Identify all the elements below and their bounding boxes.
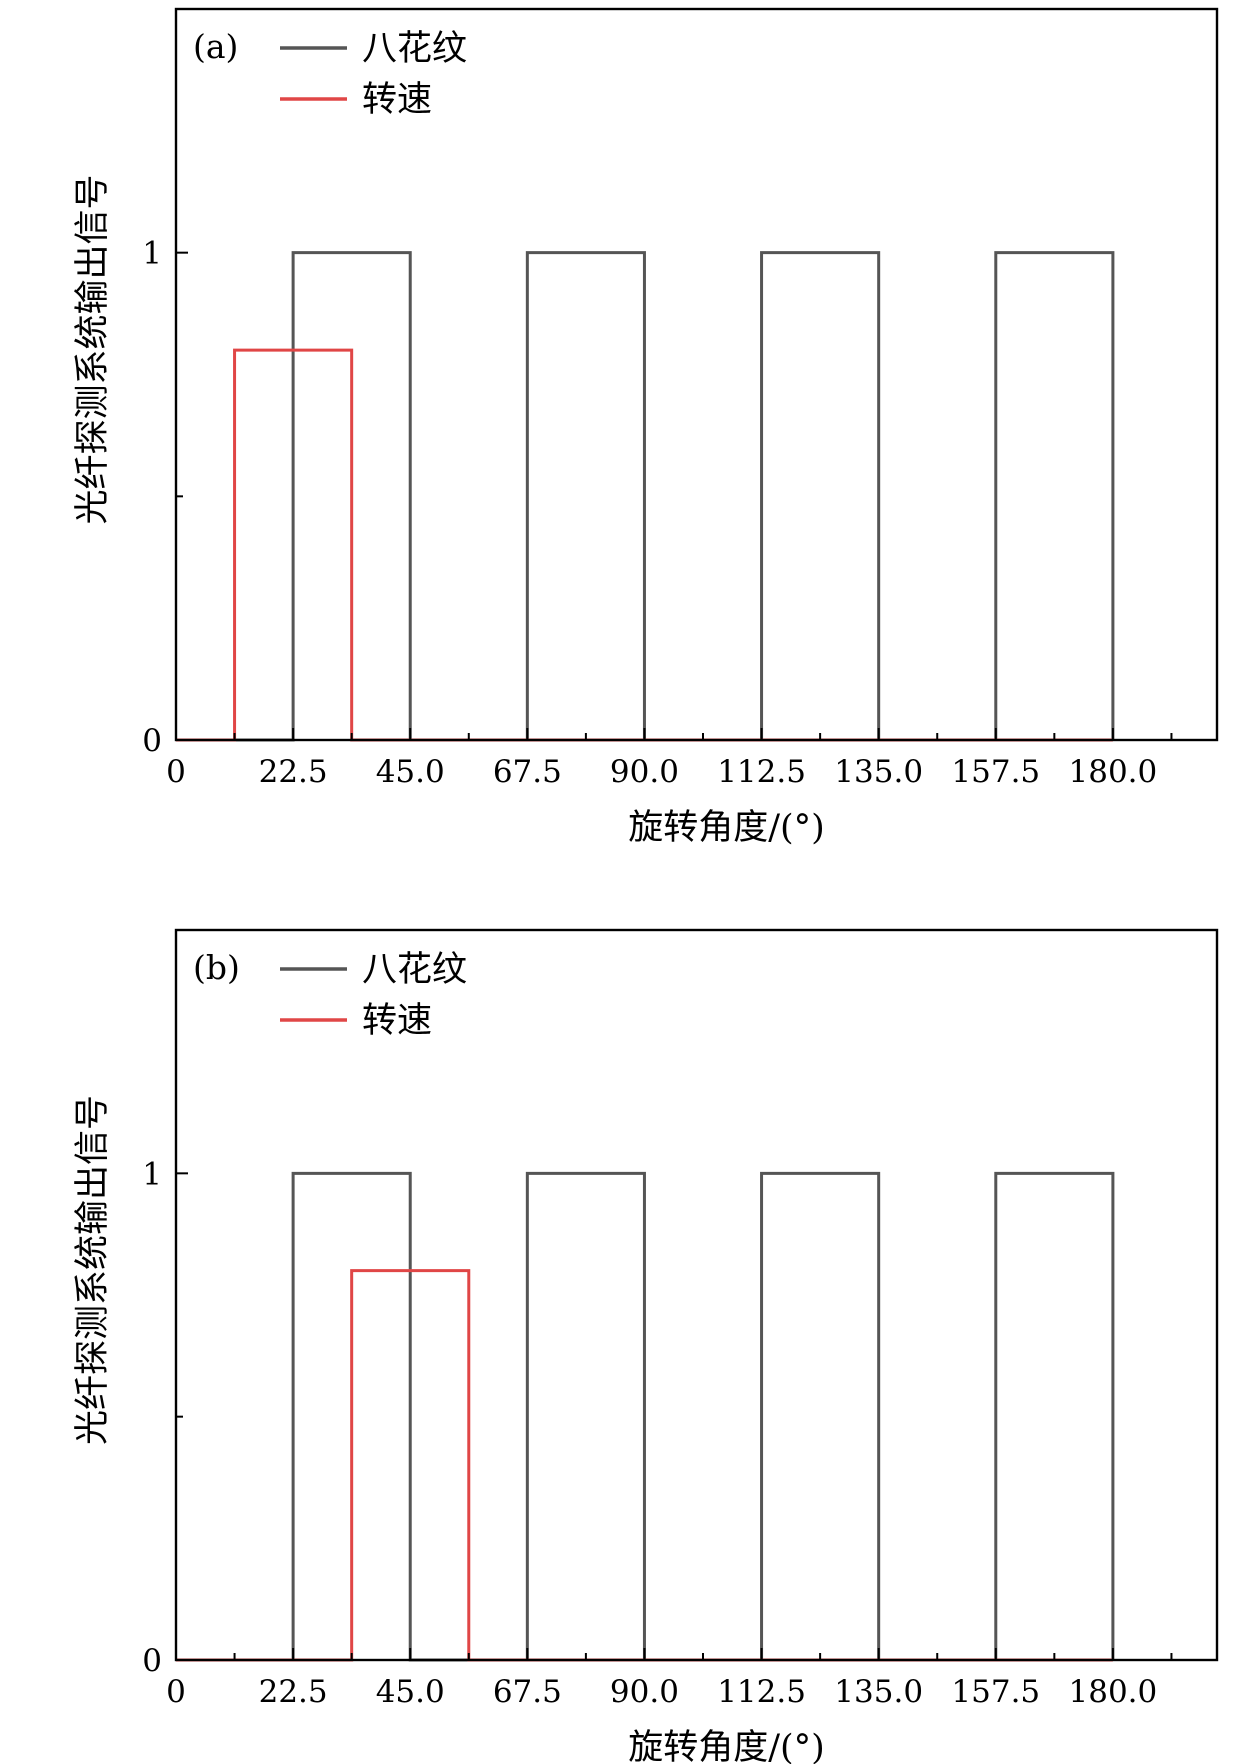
y-axis-label: 光纤探测系统输出信号 bbox=[73, 174, 113, 524]
x-tick-label: 0 bbox=[166, 1674, 186, 1710]
legend-label: 转速 bbox=[362, 80, 432, 120]
x-tick-label: 112.5 bbox=[717, 754, 806, 790]
y-tick-label: 0 bbox=[142, 1643, 162, 1679]
x-tick-label: 135.0 bbox=[834, 754, 923, 790]
x-tick-label: 45.0 bbox=[376, 754, 445, 790]
y-tick-label: 0 bbox=[142, 723, 162, 759]
x-tick-label: 0 bbox=[166, 754, 186, 790]
series-line-pattern bbox=[176, 1171, 1115, 1662]
panel-label: (a) bbox=[193, 27, 238, 66]
x-tick-label: 157.5 bbox=[951, 1674, 1040, 1710]
x-tick-label: 112.5 bbox=[717, 1674, 806, 1710]
x-tick-label: 67.5 bbox=[493, 1674, 562, 1710]
x-tick-label: 157.5 bbox=[951, 754, 1040, 790]
x-axis-label: 旋转角度/(°) bbox=[628, 808, 825, 848]
chart-panel-a: 0 22.5 45.0 67.5 90.0 112.5 135.0 157.5 180.0 0 1 旋… bbox=[73, 7, 1219, 848]
y-tick-label: 1 bbox=[142, 236, 162, 272]
y-axis-label: 光纤探测系统输出信号 bbox=[73, 1095, 113, 1445]
plot-frame bbox=[174, 7, 1219, 742]
x-tick-label: 135.0 bbox=[834, 1674, 923, 1710]
x-tick-label: 22.5 bbox=[259, 754, 328, 790]
x-tick-label: 90.0 bbox=[610, 1674, 679, 1710]
legend-label: 转速 bbox=[362, 1001, 432, 1041]
legend-label: 八花纹 bbox=[362, 950, 467, 990]
x-tick-label: 45.0 bbox=[376, 1674, 445, 1710]
legend-label: 八花纹 bbox=[362, 29, 467, 69]
y-tick-label: 1 bbox=[142, 1156, 162, 1192]
series-line-pattern bbox=[176, 251, 1115, 742]
x-tick-label: 67.5 bbox=[493, 754, 562, 790]
x-tick-label: 90.0 bbox=[610, 754, 679, 790]
x-tick-label: 180.0 bbox=[1069, 754, 1158, 790]
plot-frame bbox=[174, 928, 1219, 1662]
x-axis-label: 旋转角度/(°) bbox=[628, 1728, 825, 1764]
chart-panel-b: 0 22.5 45.0 67.5 90.0 112.5 135.0 157.5 180.0 0 1 旋… bbox=[73, 928, 1219, 1764]
x-tick-label: 22.5 bbox=[259, 1674, 328, 1710]
x-tick-label: 180.0 bbox=[1069, 1674, 1158, 1710]
panel-label: (b) bbox=[193, 948, 240, 987]
